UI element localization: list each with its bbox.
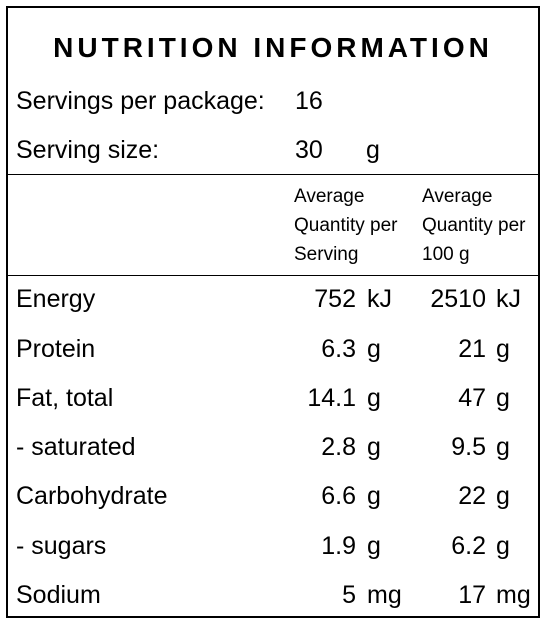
per-100g-unit: g bbox=[496, 335, 510, 363]
per-100g-unit: g bbox=[496, 482, 510, 510]
nutrient-label: Sodium bbox=[16, 581, 101, 609]
per-serving-value: 14.1 bbox=[307, 384, 356, 412]
per-100g-value: 22 bbox=[458, 482, 486, 510]
nutrient-label: Energy bbox=[16, 285, 96, 313]
per-serving-unit: g bbox=[367, 433, 381, 461]
header-divider bbox=[8, 174, 538, 175]
per-100g-unit: kJ bbox=[496, 285, 521, 313]
per-serving-value: 1.9 bbox=[321, 532, 356, 560]
nutrient-label: Protein bbox=[16, 335, 96, 363]
per-serving-value: 752 bbox=[314, 285, 356, 313]
column-header-line: Average bbox=[422, 186, 493, 207]
per-serving-unit: g bbox=[367, 335, 381, 363]
serving-size-value: 30 bbox=[295, 136, 323, 164]
per-serving-value: 6.3 bbox=[321, 335, 356, 363]
per-100g-value: 47 bbox=[458, 384, 486, 412]
per-100g-value: 9.5 bbox=[451, 433, 486, 461]
per-100g-value: 2510 bbox=[430, 285, 486, 313]
column-header-line: Serving bbox=[294, 244, 359, 265]
nutrient-label: Carbohydrate bbox=[16, 482, 168, 510]
per-serving-value: 5 bbox=[342, 581, 356, 609]
nutrient-label: Fat, total bbox=[16, 384, 114, 412]
column-header-per-100g: Average Quantity per 100 g bbox=[422, 182, 526, 269]
servings-label: Servings per package: bbox=[16, 87, 265, 115]
per-100g-unit: g bbox=[496, 433, 510, 461]
column-header-line: Quantity per bbox=[294, 215, 398, 236]
servings-value: 16 bbox=[295, 87, 323, 115]
per-serving-unit: mg bbox=[367, 581, 402, 609]
per-serving-unit: kJ bbox=[367, 285, 392, 313]
serving-size-label: Serving size: bbox=[16, 136, 160, 164]
column-header-per-serving: Average Quantity per Serving bbox=[294, 182, 398, 269]
per-serving-unit: g bbox=[367, 482, 381, 510]
per-100g-value: 21 bbox=[458, 335, 486, 363]
panel-title: NUTRITION INFORMATION bbox=[53, 32, 493, 63]
nutrient-label: - saturated bbox=[16, 433, 136, 461]
per-serving-unit: g bbox=[367, 384, 381, 412]
column-header-divider bbox=[8, 275, 538, 276]
per-100g-value: 17 bbox=[458, 581, 486, 609]
per-100g-unit: g bbox=[496, 532, 510, 560]
nutrition-panel: NUTRITION INFORMATION Servings per packa… bbox=[6, 6, 540, 618]
per-100g-unit: g bbox=[496, 384, 510, 412]
per-100g-unit: mg bbox=[496, 581, 531, 609]
serving-size-unit: g bbox=[366, 136, 380, 164]
nutrient-label: - sugars bbox=[16, 532, 107, 560]
per-100g-value: 6.2 bbox=[451, 532, 486, 560]
column-header-line: Quantity per bbox=[422, 215, 526, 236]
per-serving-value: 2.8 bbox=[321, 433, 356, 461]
column-header-line: Average bbox=[294, 186, 365, 207]
per-serving-unit: g bbox=[367, 532, 381, 560]
per-serving-value: 6.6 bbox=[321, 482, 356, 510]
column-header-line: 100 g bbox=[422, 244, 470, 265]
